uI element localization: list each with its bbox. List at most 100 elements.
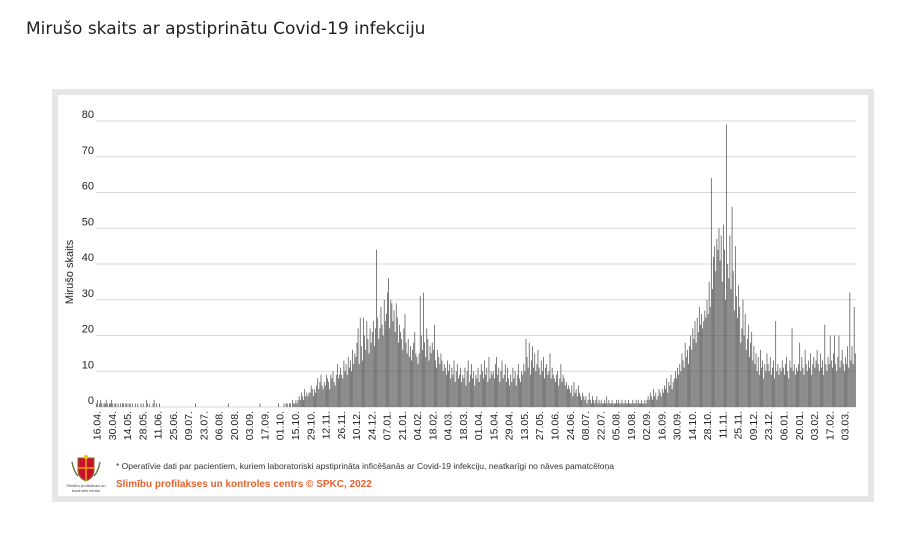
bar [822, 360, 823, 407]
bar [431, 342, 433, 407]
bar [366, 321, 368, 407]
bar [123, 403, 125, 407]
bar [515, 385, 517, 407]
bar [718, 228, 720, 407]
bar [510, 374, 512, 407]
bar [443, 364, 445, 407]
bar [837, 356, 839, 407]
bar [299, 399, 301, 407]
source-credit: Slimību profilakses un kontroles centrs … [116, 479, 372, 490]
bar [140, 403, 142, 407]
bar [125, 403, 127, 407]
bar [605, 403, 606, 407]
bar [129, 403, 131, 407]
bar [689, 346, 690, 407]
bar [159, 403, 160, 407]
bar [725, 299, 726, 407]
bar [525, 339, 527, 407]
bar [399, 324, 400, 407]
bar [695, 342, 697, 407]
bar [631, 403, 633, 407]
bar [820, 353, 821, 408]
bar [308, 392, 310, 407]
bar [470, 374, 471, 407]
y-tick-label: 20 [82, 324, 94, 336]
bar [380, 306, 382, 407]
bar [810, 353, 811, 408]
bar [769, 356, 771, 407]
bar [489, 378, 491, 407]
bar [834, 335, 835, 407]
bar [730, 289, 732, 407]
bar [804, 349, 806, 407]
bar [754, 364, 756, 407]
bar [482, 371, 483, 407]
bar [112, 403, 114, 407]
bar [570, 392, 572, 407]
bar [728, 278, 730, 407]
bar [386, 314, 387, 407]
bar [416, 356, 418, 407]
bar [411, 360, 412, 407]
bar [641, 399, 642, 407]
bar [321, 385, 323, 407]
bar [766, 353, 768, 408]
bar [670, 374, 672, 407]
bar [667, 392, 669, 407]
bar [830, 360, 832, 407]
y-tick-label: 40 [82, 252, 94, 264]
x-tick-label: 21.01. [397, 411, 409, 440]
bar [677, 367, 678, 407]
x-tick-label: 24.12. [366, 411, 378, 440]
bar [706, 299, 708, 407]
bar [343, 360, 345, 407]
bar [332, 371, 334, 407]
bar [432, 349, 434, 407]
y-tick-label: 30 [82, 288, 94, 300]
bar [803, 374, 805, 407]
bar [596, 396, 598, 407]
bar [394, 331, 396, 407]
bar [555, 381, 556, 407]
bar [333, 381, 335, 407]
bar [388, 278, 389, 407]
bar [422, 349, 423, 407]
bar [101, 403, 103, 407]
bar [527, 367, 529, 407]
bar [615, 403, 616, 407]
bar [105, 399, 107, 407]
bar [562, 374, 564, 407]
bar [316, 385, 318, 407]
bar [307, 396, 309, 407]
bar [739, 306, 741, 407]
bar [646, 399, 648, 407]
bar [665, 389, 666, 408]
bar [327, 378, 328, 407]
bar [823, 374, 825, 407]
bar [573, 381, 575, 407]
x-tick-label: 04.02. [412, 411, 424, 440]
x-tick-label: 23.07. [198, 411, 210, 440]
bar [358, 364, 360, 407]
x-tick-label: 02.09. [641, 411, 653, 440]
x-tick-label: 04.03. [443, 411, 455, 440]
bar [491, 374, 493, 407]
bar [508, 378, 509, 407]
bar [439, 364, 441, 407]
bar [393, 310, 395, 407]
bar [425, 356, 427, 407]
bar [286, 403, 288, 407]
bar [502, 378, 504, 407]
bar [817, 364, 819, 407]
y-axis-label: Mirušo skaits [64, 239, 76, 304]
bar [620, 403, 622, 407]
bar [581, 399, 582, 407]
bar [195, 403, 196, 407]
bar [338, 378, 339, 407]
x-tick-label: 29.04. [504, 411, 516, 440]
x-tick-label: 16.09. [656, 411, 668, 440]
bar [647, 396, 649, 407]
bar [374, 346, 375, 407]
x-tick-label: 12.11. [321, 411, 333, 439]
bar [99, 403, 101, 407]
